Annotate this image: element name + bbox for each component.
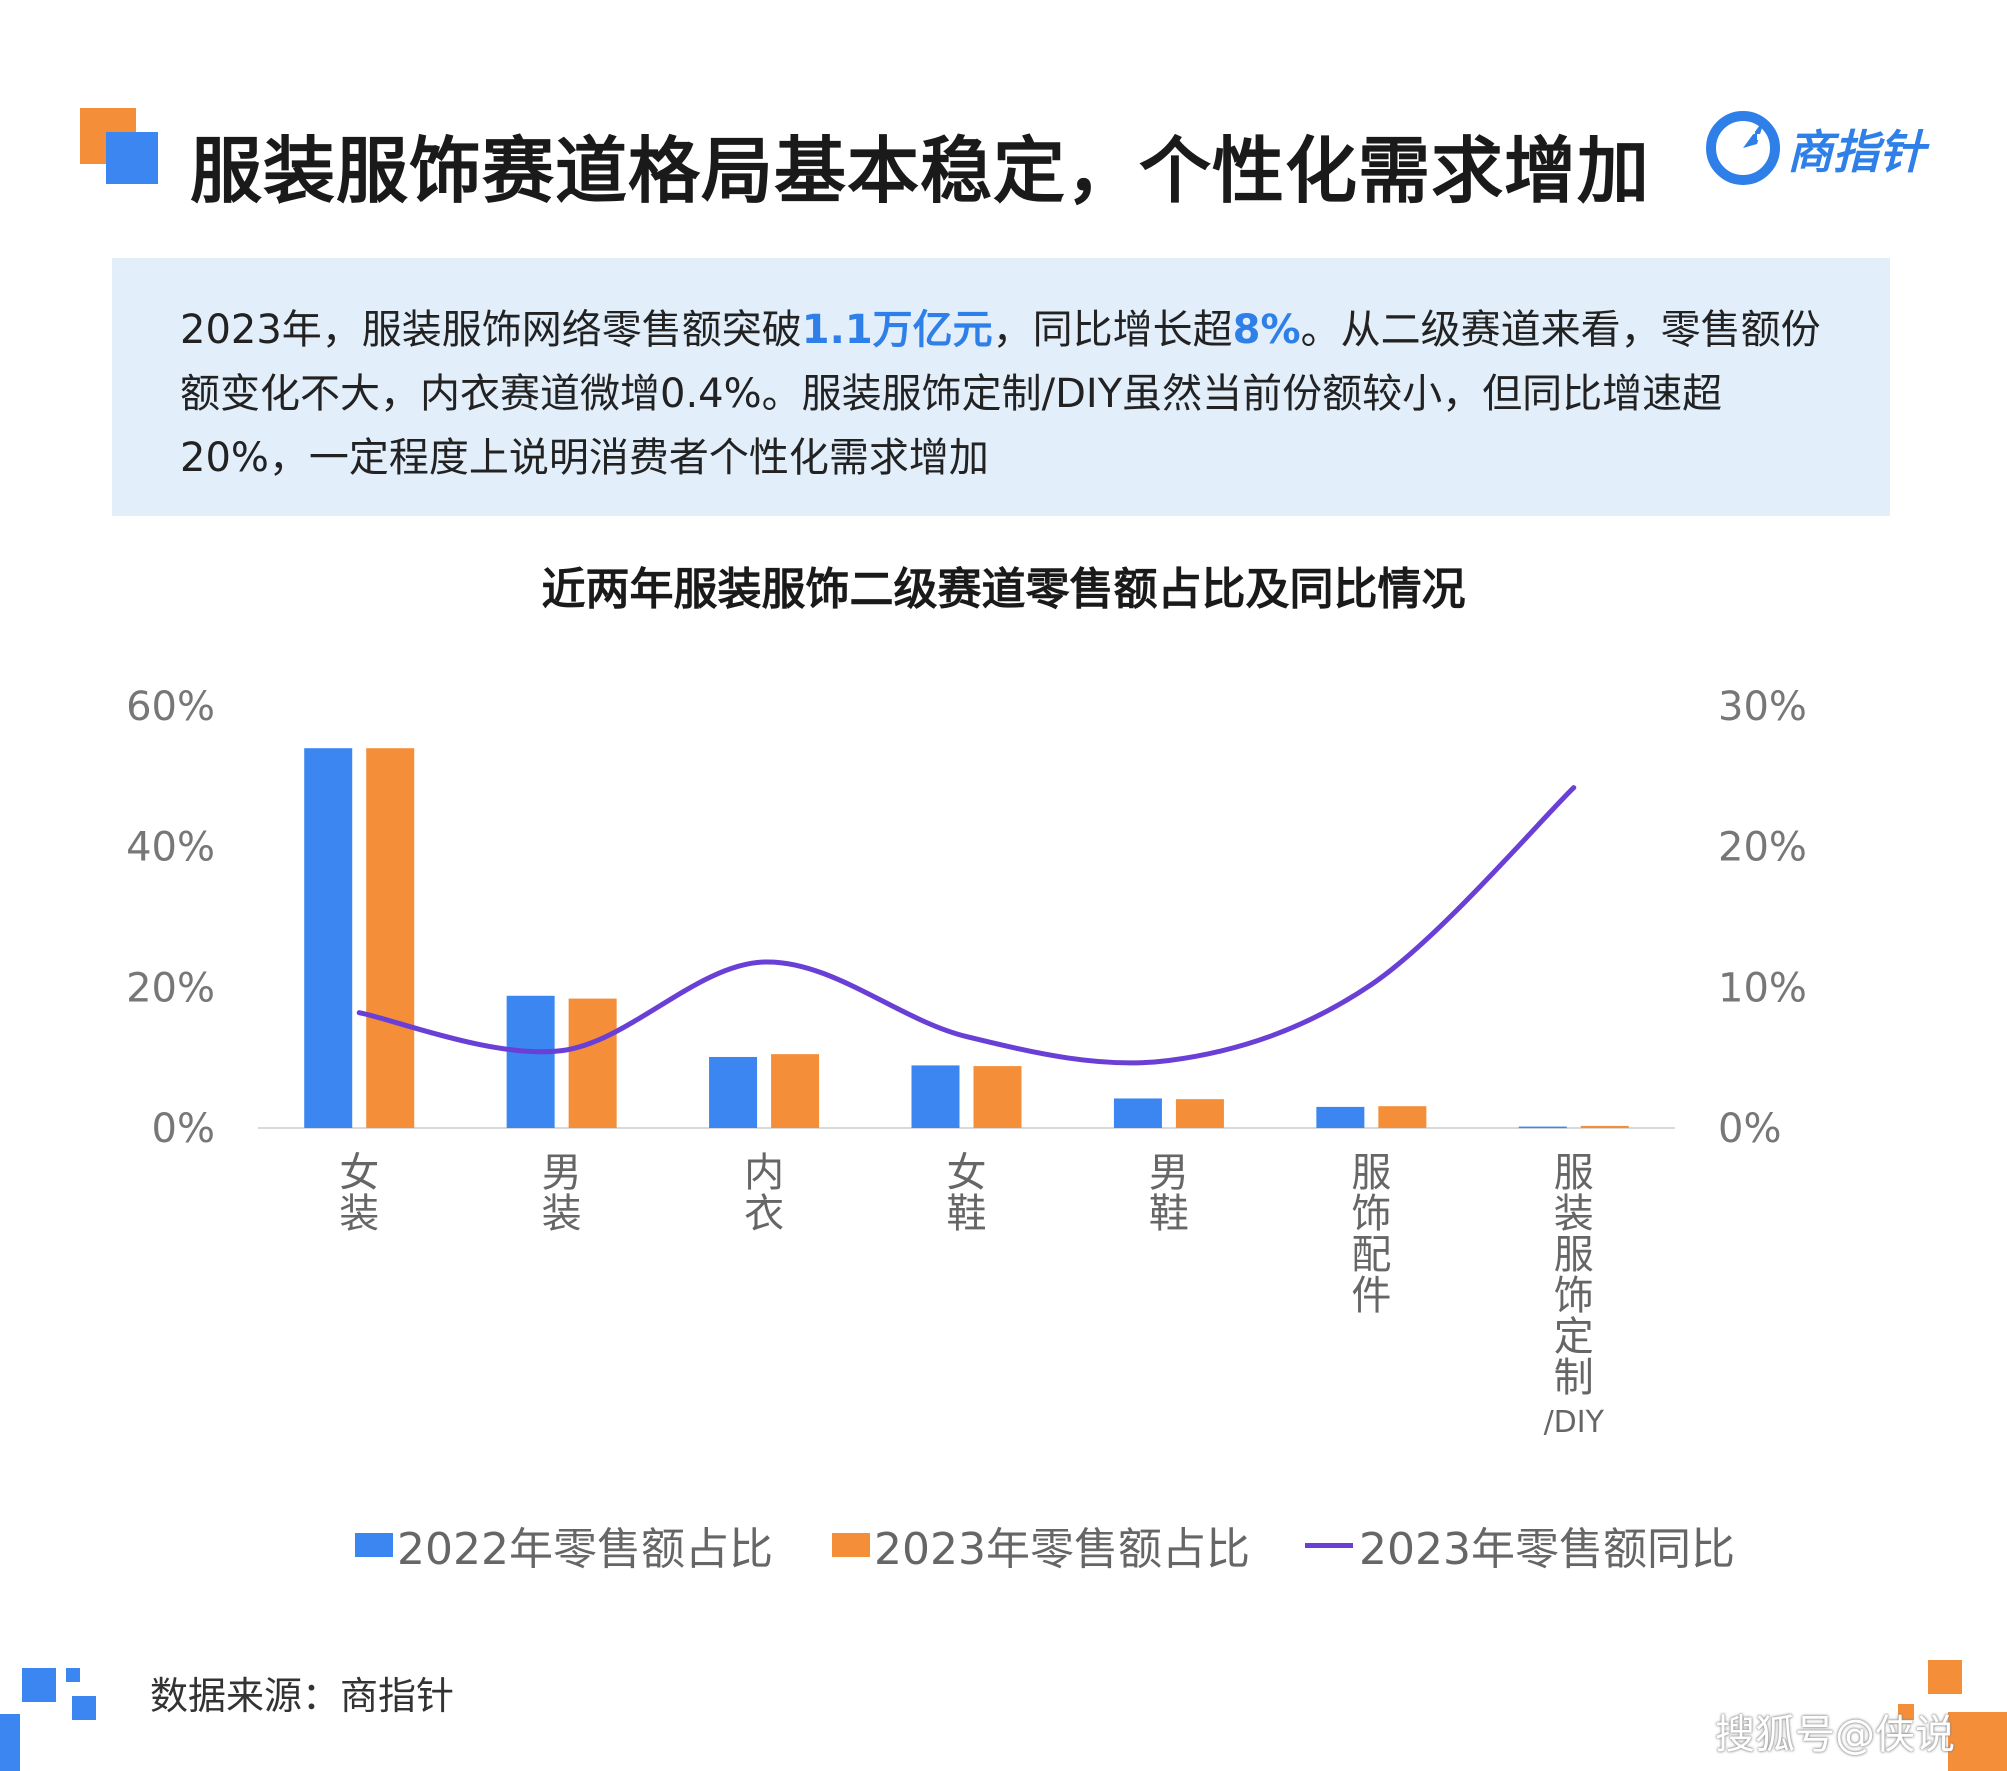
legend-label-2022: 2022年零售额占比 (397, 1524, 773, 1575)
category-char: 男 (542, 1150, 582, 1196)
summary-highlight-growth: 8% (1232, 307, 1301, 353)
category-char: 鞋 (1149, 1191, 1189, 1237)
line-2023-yoy (356, 785, 1577, 1066)
category-char: /DIY (1544, 1405, 1605, 1440)
category-char: 饰 (1351, 1191, 1391, 1237)
summary-text-part: 。从二级赛道来看，零售额份额变化不大，内衣赛道微增0.4%。服装服饰定制/DIY… (180, 307, 1821, 481)
page-title: 服装服饰赛道格局基本稳定，个性化需求增加 (190, 129, 1651, 213)
y-left-tick-label: 60% (126, 684, 215, 730)
x-category-label: 女鞋 (947, 1150, 987, 1237)
category-char: 女 (339, 1150, 379, 1196)
y-left-tick-label: 40% (126, 825, 215, 871)
category-char: 男 (1149, 1150, 1189, 1196)
compass-logo-icon (1706, 111, 1780, 185)
legend-label-2023: 2023年零售额占比 (874, 1524, 1250, 1575)
x-category-label: 服饰配件 (1351, 1150, 1391, 1319)
legend-item-yoy: 2023年零售额同比 (1305, 1515, 1735, 1575)
deco-blue-square (72, 1696, 96, 1720)
bar-2022 (506, 995, 555, 1128)
logo-text: 商指针 (1787, 125, 1925, 179)
y-left-tick-label: 0% (152, 1106, 215, 1152)
category-char: 饰 (1554, 1273, 1594, 1319)
legend-item-2023: 2023年零售额占比 (832, 1515, 1250, 1575)
bar-2022 (1316, 1106, 1365, 1128)
brand-logo: 商指针 (1705, 102, 1955, 192)
summary-highlight-amount: 1.1万亿元 (801, 307, 993, 353)
bar-2023 (1175, 1099, 1224, 1128)
y-right-tick-label: 20% (1718, 825, 1807, 871)
legend-swatch-purple-line (1305, 1542, 1353, 1548)
category-char: 装 (542, 1191, 582, 1237)
category-char: 装 (1554, 1191, 1594, 1237)
y-right-tick-label: 30% (1718, 684, 1807, 730)
summary-box: 2023年，服装服饰网络零售额突破1.1万亿元，同比增长超8%。从二级赛道来看，… (112, 258, 1890, 516)
bar-2022 (1518, 1126, 1567, 1129)
deco-blue-square (0, 1714, 20, 1771)
x-category-label: 男鞋 (1149, 1150, 1189, 1237)
deco-blue-square (66, 1668, 80, 1682)
deco-blue-square (22, 1668, 56, 1702)
x-category-label: 男装 (542, 1150, 582, 1237)
combo-chart: 0%20%40%60%0%10%20%30%女装男装内衣女鞋男鞋服饰配件服装服饰… (126, 684, 1807, 1440)
category-char: 服 (1554, 1232, 1594, 1278)
summary-text: 2023年，服装服饰网络零售额突破1.1万亿元，同比增长超8%。从二级赛道来看，… (180, 298, 1840, 490)
bar-2023 (366, 748, 415, 1128)
x-category-label: 服装服饰定制/DIY (1544, 1150, 1605, 1440)
summary-text-part: ，同比增长超 (992, 307, 1233, 353)
category-char: 配 (1351, 1232, 1391, 1278)
category-char: 内 (744, 1150, 784, 1196)
deco-orange-square (1948, 1712, 2007, 1771)
title-deco-blue-square (106, 132, 158, 184)
x-category-label: 女装 (339, 1150, 379, 1237)
category-char: 件 (1351, 1273, 1391, 1319)
bar-2022 (911, 1065, 960, 1128)
chart-title: 近两年服装服饰二级赛道零售额占比及同比情况 (541, 564, 1466, 615)
category-char: 鞋 (947, 1191, 987, 1237)
legend-item-2022: 2022年零售额占比 (355, 1515, 773, 1575)
data-source: 数据来源：商指针 (150, 1674, 455, 1718)
category-char: 女 (947, 1150, 987, 1196)
legend-label-yoy: 2023年零售额同比 (1359, 1524, 1735, 1575)
deco-orange-square (1898, 1704, 1914, 1720)
bar-2023 (568, 998, 617, 1128)
category-char: 定 (1554, 1314, 1594, 1360)
watermark: 搜狐号@侠说 (1715, 1712, 1955, 1758)
x-category-label: 内衣 (744, 1150, 784, 1237)
y-left-tick-label: 20% (126, 965, 215, 1011)
summary-text-part: 2023年，服装服饰网络零售额突破 (180, 307, 802, 353)
category-char: 装 (339, 1191, 379, 1237)
category-char: 制 (1554, 1355, 1594, 1401)
deco-orange-square (1928, 1660, 1962, 1694)
legend-swatch-blue (355, 1533, 393, 1557)
y-right-tick-label: 0% (1718, 1106, 1781, 1152)
category-char: 服 (1351, 1150, 1391, 1196)
legend-swatch-orange (832, 1533, 870, 1557)
category-char: 服 (1554, 1150, 1594, 1196)
bar-2022 (1113, 1098, 1162, 1128)
bar-2023 (1580, 1125, 1629, 1128)
y-right-tick-label: 10% (1718, 965, 1807, 1011)
bar-2022 (709, 1056, 758, 1128)
bar-2022 (304, 748, 353, 1128)
category-char: 衣 (744, 1191, 784, 1237)
bar-2023 (973, 1066, 1022, 1128)
bar-2023 (1378, 1106, 1427, 1128)
bar-2023 (771, 1054, 820, 1128)
